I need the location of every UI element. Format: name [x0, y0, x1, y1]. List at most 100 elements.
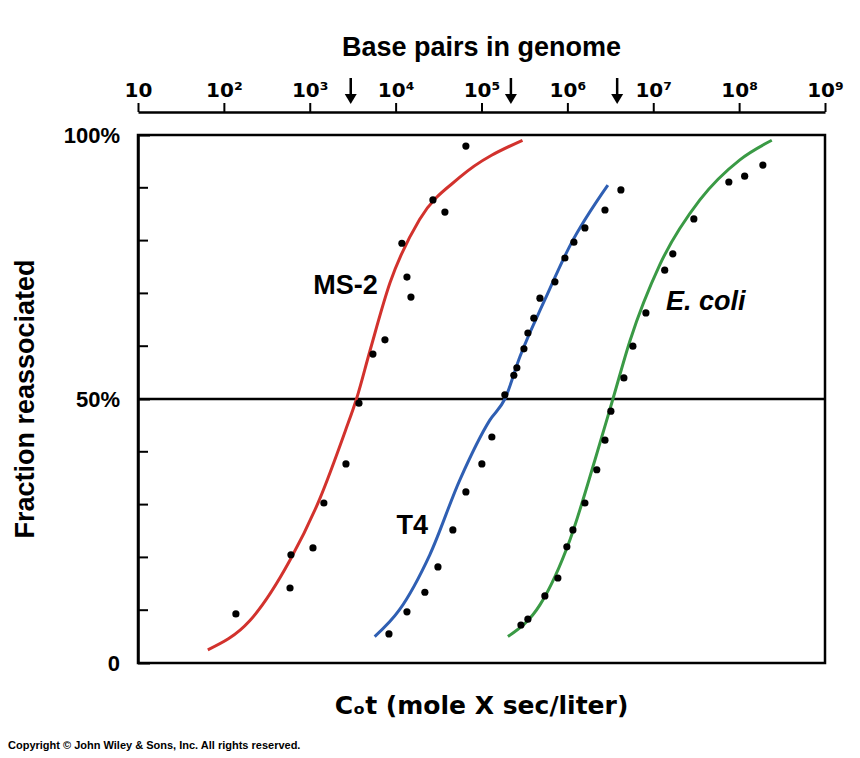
- data-point: [441, 208, 448, 215]
- data-point: [407, 293, 414, 300]
- data-point: [563, 543, 570, 550]
- x-tick: 10³: [292, 78, 329, 112]
- arrow-shaft: [616, 78, 619, 96]
- data-point: [569, 526, 576, 533]
- data-point: [287, 551, 294, 558]
- x-tick: 10⁸: [721, 78, 758, 112]
- x-tick: 10⁹: [807, 78, 844, 112]
- x-tick-label: 10⁶: [550, 78, 587, 102]
- x-tick-label: 10⁹: [807, 78, 844, 102]
- series-line: [208, 140, 523, 650]
- data-point: [462, 142, 469, 149]
- x-tick-label: 10: [125, 78, 153, 102]
- x-tick: 10⁴: [378, 78, 415, 112]
- reference-line: [138, 398, 825, 401]
- data-point: [513, 364, 520, 371]
- x-tick: 10⁶: [550, 78, 587, 112]
- y-tick-label: 100%: [64, 123, 120, 148]
- data-point: [661, 267, 668, 274]
- arrow-shaft: [510, 78, 513, 96]
- copyright: Copyright © John Wiley & Sons, Inc. All …: [8, 739, 300, 751]
- data-point: [355, 400, 362, 407]
- x-tick-mark: [223, 103, 225, 112]
- data-point: [309, 544, 316, 551]
- data-point: [530, 315, 537, 322]
- y-minor-tick: [138, 609, 148, 611]
- data-point: [429, 196, 436, 203]
- data-point: [320, 499, 327, 506]
- y-minor-tick: [138, 187, 148, 189]
- x-tick-label: 10⁷: [635, 78, 672, 102]
- x-tick-mark: [653, 103, 655, 112]
- data-point: [601, 437, 608, 444]
- data-point: [570, 239, 577, 246]
- series-label: MS-2: [313, 270, 378, 300]
- x-tick-label: 10²: [206, 78, 243, 102]
- x-tick-label: 10⁸: [721, 78, 758, 102]
- data-point: [232, 610, 239, 617]
- y-tick-mark: [138, 663, 150, 665]
- x-tick: 10²: [206, 78, 243, 112]
- data-point: [617, 186, 624, 193]
- genome-size-arrow: [345, 78, 357, 104]
- data-point: [462, 488, 469, 495]
- data-point: [536, 295, 543, 302]
- x-tick-mark: [395, 103, 397, 112]
- data-point: [620, 374, 627, 381]
- data-point: [759, 161, 766, 168]
- data-point: [434, 563, 441, 570]
- x-axis: 10 10² 10³ 10⁴ 10⁵ 10⁶ 10⁷ 10⁸ 10⁹: [125, 78, 844, 113]
- data-point: [342, 460, 349, 467]
- x-tick: 10⁵: [464, 78, 501, 112]
- series-line: [508, 140, 772, 636]
- data-point: [478, 460, 485, 467]
- chart-svg: 1010²10³10⁴10⁵10⁶10⁷10⁸10⁹Base pairs in …: [0, 0, 860, 758]
- x-tick-label: 10⁴: [378, 78, 415, 102]
- data-point: [629, 343, 636, 350]
- y-tick-mark: [138, 135, 150, 137]
- plot-marks: [208, 140, 772, 650]
- data-point: [369, 351, 376, 358]
- y-minor-tick: [138, 556, 148, 558]
- x-tick-mark: [567, 103, 569, 112]
- data-point: [385, 630, 392, 637]
- data-point: [581, 224, 588, 231]
- data-point: [554, 574, 561, 581]
- data-point: [488, 433, 495, 440]
- series-label: E. coli: [666, 286, 746, 316]
- data-point: [581, 499, 588, 506]
- data-point: [520, 345, 527, 352]
- x-tick-label: 10³: [292, 78, 329, 102]
- data-point: [524, 329, 531, 336]
- y-tick-mark: [138, 399, 150, 401]
- y-minor-tick: [138, 240, 148, 242]
- chart-container: 1010²10³10⁴10⁵10⁶10⁷10⁸10⁹Base pairs in …: [0, 0, 860, 758]
- x-tick: 10: [125, 78, 153, 112]
- data-point: [601, 206, 608, 213]
- x-tick-mark: [309, 103, 311, 112]
- data-point: [403, 608, 410, 615]
- arrow-head: [611, 94, 623, 104]
- data-point: [561, 254, 568, 261]
- data-point: [669, 250, 676, 257]
- data-point: [642, 309, 649, 316]
- y-minor-tick: [138, 504, 148, 506]
- data-point: [690, 215, 697, 222]
- plot-frame: [138, 135, 825, 663]
- data-point: [286, 584, 293, 591]
- data-point: [593, 466, 600, 473]
- genome-size-arrow: [505, 78, 517, 104]
- data-point: [725, 178, 732, 185]
- arrow-shaft: [349, 78, 352, 96]
- y-axis-title: Fraction reassociated: [10, 259, 40, 538]
- x-tick-mark: [825, 103, 827, 112]
- data-point: [501, 391, 508, 398]
- data-point: [541, 592, 548, 599]
- data-point: [421, 589, 428, 596]
- data-point: [741, 173, 748, 180]
- series-line: [375, 185, 608, 636]
- y-tick-label: 0: [108, 651, 120, 676]
- x-tick: 10⁷: [635, 78, 672, 112]
- arrow-head: [505, 94, 517, 104]
- y-axis: 050%100%: [64, 123, 150, 676]
